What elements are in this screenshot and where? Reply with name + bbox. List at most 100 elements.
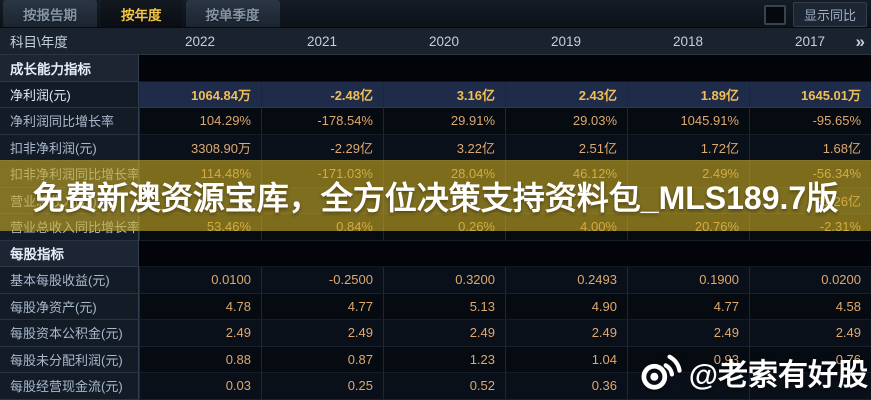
value-cell-2018 bbox=[627, 373, 749, 400]
more-years-icon[interactable]: » bbox=[855, 31, 865, 51]
value-cell-2022: 1064.84万 bbox=[139, 81, 261, 108]
table-row[interactable]: 基本每股收益(元) 0.0100 -0.2500 0.3200 0.2493 0.1900… bbox=[0, 267, 871, 294]
value-cell-2022: 104.29% bbox=[139, 108, 261, 135]
value-cell-2018 bbox=[627, 187, 749, 214]
row-label: 净利润同比增长率 bbox=[0, 108, 139, 135]
year-header-2018: 2018 bbox=[672, 33, 704, 49]
value-cell-2018: 0.1900 bbox=[627, 267, 749, 294]
tab-by-report-period[interactable]: 按报告期 bbox=[3, 0, 97, 27]
section-spacer bbox=[139, 55, 871, 82]
value-cell-2018: 1.89亿 bbox=[627, 81, 749, 108]
table-row[interactable]: 净利润同比增长率 104.29% -178.54% 29.91% 29.03% 1045.… bbox=[0, 108, 871, 135]
value-cell-2020: 0.3200 bbox=[383, 267, 505, 294]
row-label: 基本每股收益(元) bbox=[0, 267, 139, 294]
value-cell-2022: 53.46% bbox=[139, 214, 261, 241]
value-cell-2019: 46.12% bbox=[505, 161, 627, 188]
value-cell-2022: 0.03 bbox=[139, 373, 261, 400]
value-cell-2018: 1.72亿 bbox=[627, 134, 749, 161]
value-cell-2019: 4.00% bbox=[505, 214, 627, 241]
value-cell-2019: 29.03% bbox=[505, 108, 627, 135]
value-cell-2021: 0.25 bbox=[261, 373, 383, 400]
value-cell-2017: 4.58 bbox=[749, 293, 871, 320]
year-header-2022: 2022 bbox=[184, 33, 216, 49]
year-header-2021: 2021 bbox=[306, 33, 338, 49]
value-cell-2018: 1045.91% bbox=[627, 108, 749, 135]
value-cell-2017: 21.26亿 bbox=[749, 187, 871, 214]
value-cell-2021: 0.87 bbox=[261, 346, 383, 373]
value-cell-2017: 1.68亿 bbox=[749, 134, 871, 161]
value-cell-2021: -0.2500 bbox=[261, 267, 383, 294]
value-cell-2022 bbox=[139, 187, 261, 214]
value-cell-2018: 4.77 bbox=[627, 293, 749, 320]
section-header-row: 成长能力指标 bbox=[0, 55, 871, 82]
value-cell-2020: 29.91% bbox=[383, 108, 505, 135]
year-header-cells: 2022 2021 2020 2019 2018 2017 bbox=[139, 34, 871, 49]
value-cell-2021: -2.48亿 bbox=[261, 81, 383, 108]
value-cell-2022: 0.88 bbox=[139, 346, 261, 373]
value-cell-2022: 2.49 bbox=[139, 320, 261, 347]
show-yoy-button[interactable]: 显示同比 bbox=[792, 2, 867, 27]
row-label: 营业总收入同比增长率 bbox=[0, 214, 139, 241]
value-cell-2020: 2.49 bbox=[383, 320, 505, 347]
value-cell-2020: 3.16亿 bbox=[383, 81, 505, 108]
value-cell-2018: 2.49% bbox=[627, 161, 749, 188]
value-cell-2020: 28.04% bbox=[383, 161, 505, 188]
value-cell-2019: 4.90 bbox=[505, 293, 627, 320]
value-cell-2021: 0.84% bbox=[261, 214, 383, 241]
row-label: 每股经营现金流(元) bbox=[0, 373, 139, 400]
value-cell-2018: 0.93 bbox=[627, 346, 749, 373]
row-label: 每股净资产(元) bbox=[0, 293, 139, 320]
row-label: 扣非净利润同比增长率 bbox=[0, 161, 139, 188]
table-row[interactable]: 净利润(元) 1064.84万 -2.48亿 3.16亿 2.43亿 1.89亿 1645.… bbox=[0, 81, 871, 108]
value-cell-2017: 2.49 bbox=[749, 320, 871, 347]
table-row[interactable]: 扣非净利润(元) 3308.90万 -2.29亿 3.22亿 2.51亿 1.72亿 1.6… bbox=[0, 134, 871, 161]
value-cell-2022: 114.48% bbox=[139, 161, 261, 188]
section-spacer bbox=[139, 240, 871, 267]
table-header: 科目\年度 2022 2021 2020 2019 2018 2017 » bbox=[0, 28, 871, 55]
show-yoy-checkbox[interactable] bbox=[763, 4, 786, 25]
value-cell-2020: 5.13 bbox=[383, 293, 505, 320]
value-cell-2022: 4.78 bbox=[139, 293, 261, 320]
value-cell-2019 bbox=[505, 187, 627, 214]
row-label: 每股未分配利润(元) bbox=[0, 346, 139, 373]
section-header-row: 每股指标 bbox=[0, 240, 871, 267]
value-cell-2017: 0.76 bbox=[749, 346, 871, 373]
table-body: 成长能力指标 净利润(元) 1064.84万 -2.48亿 3.16亿 2.43亿 1.89… bbox=[0, 55, 871, 400]
value-cell-2017: -2.31% bbox=[749, 214, 871, 241]
value-cell-2017: -56.34% bbox=[749, 161, 871, 188]
value-cell-2020: 0.26% bbox=[383, 214, 505, 241]
value-cell-2017 bbox=[749, 373, 871, 400]
value-cell-2019: 0.2493 bbox=[505, 267, 627, 294]
value-cell-2019: 2.43亿 bbox=[505, 81, 627, 108]
value-cell-2020 bbox=[383, 187, 505, 214]
value-cell-2017: 1645.01万 bbox=[749, 81, 871, 108]
row-label: 扣非净利润(元) bbox=[0, 134, 139, 161]
period-tabbar: 按报告期 按年度 按单季度 显示同比 bbox=[0, 0, 871, 28]
value-cell-2021: -2.29亿 bbox=[261, 134, 383, 161]
table-row[interactable]: 营业总收入同比增长率 53.46% 0.84% 0.26% 4.00% 20.76% -2.… bbox=[0, 214, 871, 241]
value-cell-2021: 4.77 bbox=[261, 293, 383, 320]
value-cell-2019: 2.49 bbox=[505, 320, 627, 347]
yoy-toolbar: 显示同比 bbox=[763, 2, 867, 27]
value-cell-2021: -171.03% bbox=[261, 161, 383, 188]
tab-by-quarter[interactable]: 按单季度 bbox=[185, 0, 280, 27]
table-row[interactable]: 每股未分配利润(元) 0.88 0.87 1.23 1.04 0.93 0.76 bbox=[0, 346, 871, 373]
value-cell-2022: 0.0100 bbox=[139, 267, 261, 294]
value-cell-2019: 1.04 bbox=[505, 346, 627, 373]
row-label: 营业总收入(元) bbox=[0, 187, 139, 214]
value-cell-2022: 3308.90万 bbox=[139, 134, 261, 161]
table-row[interactable]: 营业总收入(元) 21.26亿 bbox=[0, 187, 871, 214]
tab-by-year[interactable]: 按年度 bbox=[101, 0, 182, 27]
value-cell-2017: -95.65% bbox=[749, 108, 871, 135]
corner-header-cell: 科目\年度 bbox=[10, 35, 68, 50]
value-cell-2018: 20.76% bbox=[627, 214, 749, 241]
value-cell-2020: 1.23 bbox=[383, 346, 505, 373]
table-row[interactable]: 扣非净利润同比增长率 114.48% -171.03% 28.04% 46.12% 2.4… bbox=[0, 161, 871, 188]
table-row[interactable]: 每股净资产(元) 4.78 4.77 5.13 4.90 4.77 4.58 bbox=[0, 293, 871, 320]
table-row[interactable]: 每股资本公积金(元) 2.49 2.49 2.49 2.49 2.49 2.49 bbox=[0, 320, 871, 347]
row-label: 净利润(元) bbox=[0, 81, 139, 108]
table-row[interactable]: 每股经营现金流(元) 0.03 0.25 0.52 0.36 bbox=[0, 373, 871, 400]
value-cell-2021: 2.49 bbox=[261, 320, 383, 347]
value-cell-2021: -178.54% bbox=[261, 108, 383, 135]
